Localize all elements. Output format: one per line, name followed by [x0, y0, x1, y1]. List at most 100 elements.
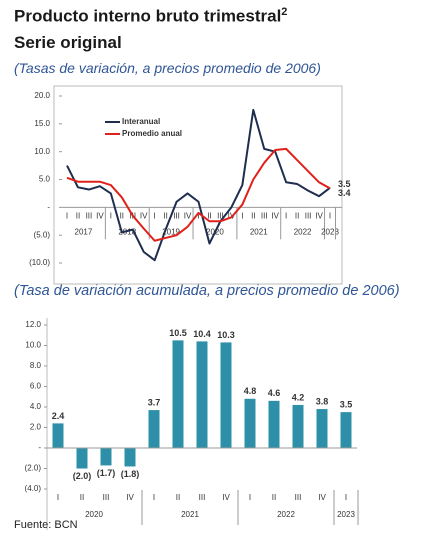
x-tick-label: II: [163, 211, 167, 220]
chart-title: (Tasa de variación acumulada, a precios …: [14, 283, 400, 299]
x-tick-label: I: [154, 211, 156, 220]
x-tick-label: I: [285, 211, 287, 220]
legend-label: Promedio anual: [122, 129, 182, 138]
bar: [196, 341, 208, 448]
x-tick-label: I: [110, 211, 112, 220]
y-tick-label: 10.0: [25, 341, 41, 350]
year-label: 2023: [321, 227, 339, 236]
x-tick-label: I: [66, 211, 68, 220]
value-label: 4.6: [268, 388, 281, 398]
y-tick-label: 6.0: [30, 382, 42, 391]
year-label: 2022: [277, 510, 295, 519]
end-label: 3.4: [338, 188, 351, 198]
bar: [172, 340, 184, 448]
line-series: [66, 147, 331, 242]
year-label: 2023: [337, 510, 355, 519]
value-label: 10.5: [169, 328, 187, 338]
x-tick-label: I: [57, 493, 59, 502]
x-tick-label: III: [217, 211, 224, 220]
bar: [52, 423, 64, 448]
x-tick-label: II: [251, 211, 255, 220]
y-tick-label: 20.0: [34, 91, 50, 100]
value-label: (2.0): [73, 471, 92, 481]
source: Fuente: BCN: [14, 519, 78, 531]
year-label: 2021: [250, 227, 268, 236]
x-tick-label: IV: [96, 211, 104, 220]
x-tick-label: II: [120, 211, 124, 220]
bar: [316, 409, 328, 448]
value-label: (1.7): [97, 468, 116, 478]
x-tick-label: IV: [271, 211, 279, 220]
value-label: 3.8: [316, 396, 329, 406]
note: (Tasas de variación, a precios promedio …: [14, 60, 321, 76]
y-tick-label: -: [38, 443, 41, 452]
x-tick-label: III: [261, 211, 268, 220]
x-tick-label: II: [207, 211, 211, 220]
subtitle: Serie original: [14, 33, 122, 52]
bar: [244, 398, 256, 448]
bar: [100, 448, 112, 466]
y-tick-label: (10.0): [29, 258, 50, 267]
x-tick-label: III: [295, 493, 302, 502]
x-tick-label: II: [272, 493, 276, 502]
plot-frame: [53, 85, 343, 285]
bar: [340, 412, 352, 448]
x-tick-label: IV: [222, 493, 230, 502]
x-tick-label: IV: [184, 211, 192, 220]
year-label: 2020: [85, 510, 103, 519]
y-tick-label: (4.0): [25, 484, 42, 493]
x-tick-label: II: [80, 493, 84, 502]
line-series: [66, 108, 331, 262]
x-tick-label: II: [176, 493, 180, 502]
x-tick-label: I: [329, 211, 331, 220]
bar: [292, 404, 304, 448]
value-label: 10.4: [193, 329, 211, 339]
y-tick-label: 8.0: [30, 361, 42, 370]
value-label: (1.8): [121, 469, 140, 479]
x-tick-label: IV: [315, 211, 323, 220]
x-tick-label: I: [153, 493, 155, 502]
bar: [268, 400, 280, 448]
end-label: 3.5: [338, 179, 351, 189]
year-label: 2017: [75, 227, 93, 236]
y-tick-label: 15.0: [34, 119, 50, 128]
x-tick-label: III: [173, 211, 180, 220]
y-tick-label: (5.0): [34, 230, 51, 239]
title: Producto interno bruto trimestral2: [14, 6, 287, 27]
bar: [76, 448, 88, 469]
y-tick-label: (2.0): [25, 464, 42, 473]
year-label: 2022: [294, 227, 312, 236]
legend-label: Interanual: [122, 117, 160, 126]
x-tick-label: I: [241, 211, 243, 220]
x-tick-label: I: [249, 493, 251, 502]
year-label: 2021: [181, 510, 199, 519]
x-tick-label: I: [197, 211, 199, 220]
value-label: 10.3: [217, 330, 235, 340]
y-tick-label: 5.0: [39, 175, 51, 184]
x-tick-label: I: [345, 493, 347, 502]
x-tick-label: IV: [126, 493, 134, 502]
value-label: 3.5: [340, 400, 353, 410]
value-label: 4.8: [244, 386, 257, 396]
x-tick-label: III: [305, 211, 312, 220]
y-tick-label: 10.0: [34, 147, 50, 156]
x-tick-label: II: [295, 211, 299, 220]
y-tick-label: 12.0: [25, 320, 41, 329]
value-label: 2.4: [52, 411, 65, 421]
y-tick-label: 4.0: [30, 402, 42, 411]
title-text: Producto interno bruto trimestral: [14, 6, 282, 26]
value-label: 4.2: [292, 392, 305, 402]
year-label: 2019: [162, 227, 180, 236]
x-tick-label: IV: [318, 493, 326, 502]
y-tick-label: -: [47, 202, 50, 211]
bar: [220, 342, 232, 448]
x-tick-label: II: [76, 211, 80, 220]
bar: [148, 410, 160, 448]
title-superscript: 2: [281, 6, 288, 18]
value-label: 3.7: [148, 397, 161, 407]
y-tick-label: 2.0: [30, 423, 42, 432]
x-tick-label: III: [86, 211, 93, 220]
x-tick-label: IV: [140, 211, 148, 220]
